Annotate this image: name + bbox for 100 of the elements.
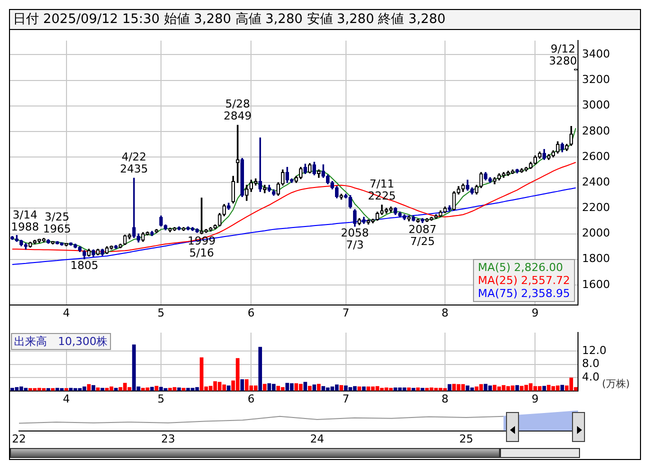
bar <box>150 386 154 391</box>
bar <box>569 378 574 391</box>
candlestick <box>114 244 118 249</box>
bar <box>515 385 519 391</box>
candlestick <box>394 207 398 215</box>
x-tick-label: 24 <box>310 432 324 446</box>
candlestick <box>60 242 64 246</box>
annotation: 3/25 1965 <box>42 210 71 236</box>
bar <box>290 383 294 391</box>
bar <box>64 388 68 391</box>
text: MA(5) 2,826.00 <box>478 260 564 274</box>
candlestick <box>272 189 276 196</box>
candlestick <box>452 191 456 210</box>
annotation: 1805 <box>70 259 98 272</box>
candlestick <box>258 138 262 192</box>
bar <box>448 384 452 391</box>
candlestick <box>533 155 538 164</box>
bar <box>154 386 158 391</box>
candlestick <box>186 226 190 230</box>
bar <box>254 386 258 391</box>
y-tick-label: 2600 <box>582 150 610 163</box>
y-tick-label: 2800 <box>582 124 610 138</box>
y-tick-label: 3000 <box>582 98 610 112</box>
bar <box>240 379 244 391</box>
candlestick <box>479 172 483 188</box>
candlestick <box>87 248 91 257</box>
candlestick <box>10 236 14 240</box>
candlestick <box>172 227 176 231</box>
candlestick <box>430 216 434 221</box>
candlestick <box>510 169 514 174</box>
bar <box>412 388 416 391</box>
annotation: 2058 7/3 <box>340 226 369 252</box>
candlestick <box>398 212 402 218</box>
bar <box>488 386 492 391</box>
candlestick <box>348 195 352 209</box>
candlestick <box>159 216 163 226</box>
bar <box>533 386 538 391</box>
chart-title: 日付 2025/09/12 15:30 始値 3,280 高値 3,280 安値 3,280 終値 3,280 <box>10 10 640 30</box>
candlestick <box>416 218 420 223</box>
candlestick <box>110 246 114 250</box>
candlestick <box>69 242 73 246</box>
bar <box>538 386 542 391</box>
candlestick <box>213 224 217 230</box>
candlestick <box>118 244 122 248</box>
candlestick <box>407 216 411 222</box>
bar <box>334 384 339 391</box>
bar <box>182 388 186 391</box>
candlestick <box>168 228 172 232</box>
annotation: 9/12 3280 <box>549 42 578 68</box>
bar <box>46 388 50 391</box>
bar <box>294 383 298 391</box>
candlestick <box>190 227 194 231</box>
bar <box>340 385 344 391</box>
candlestick <box>298 166 303 180</box>
candlestick <box>425 218 429 222</box>
x-tick-label: 23 <box>161 432 176 446</box>
chart-title: 出来高 10,300株 <box>11 332 110 350</box>
candlestick <box>443 206 447 214</box>
candlestick <box>231 176 235 204</box>
candlestick <box>195 228 199 233</box>
annotation: 4/22 2435 <box>120 150 148 176</box>
candlestick <box>141 232 145 242</box>
x-tick-label: 5 <box>158 392 165 406</box>
y-tick-label: 8.0 <box>582 357 600 370</box>
x-tick-label: 4 <box>62 392 70 406</box>
candlestick <box>366 219 370 225</box>
annotation: 5/28 2849 <box>224 98 252 123</box>
candlestick <box>182 227 186 231</box>
bar <box>226 386 230 391</box>
candlestick <box>50 241 55 244</box>
bar <box>510 386 514 391</box>
bar <box>114 388 118 391</box>
candlestick <box>470 187 474 194</box>
bar <box>177 387 181 391</box>
candlestick <box>389 206 393 212</box>
bar <box>267 383 272 391</box>
bar <box>222 384 226 391</box>
bar <box>92 385 96 391</box>
x-tick-label: 8 <box>442 306 449 320</box>
candlestick <box>218 212 222 226</box>
candlestick <box>448 205 452 212</box>
bar <box>87 384 91 391</box>
candlestick <box>402 214 406 220</box>
candlestick <box>353 209 357 227</box>
candlestick <box>208 227 212 232</box>
candlestick <box>434 214 438 219</box>
bar <box>32 388 37 391</box>
x-tick-label: 5 <box>158 306 165 320</box>
candlestick <box>412 216 416 222</box>
x-tick-label: 7 <box>342 392 350 406</box>
bar <box>312 384 316 391</box>
candlestick <box>164 224 168 230</box>
annotation: 2087 7/25 <box>408 223 436 248</box>
candlestick <box>276 182 280 196</box>
annotation: 3/14 1988 <box>10 208 39 234</box>
text: MA(25) 2,557.72 <box>478 274 570 287</box>
y-tick-label: 2000 <box>582 226 610 240</box>
y-tick-label: 1800 <box>582 252 610 266</box>
bar <box>14 387 19 391</box>
x-tick-label: 6 <box>248 306 255 320</box>
